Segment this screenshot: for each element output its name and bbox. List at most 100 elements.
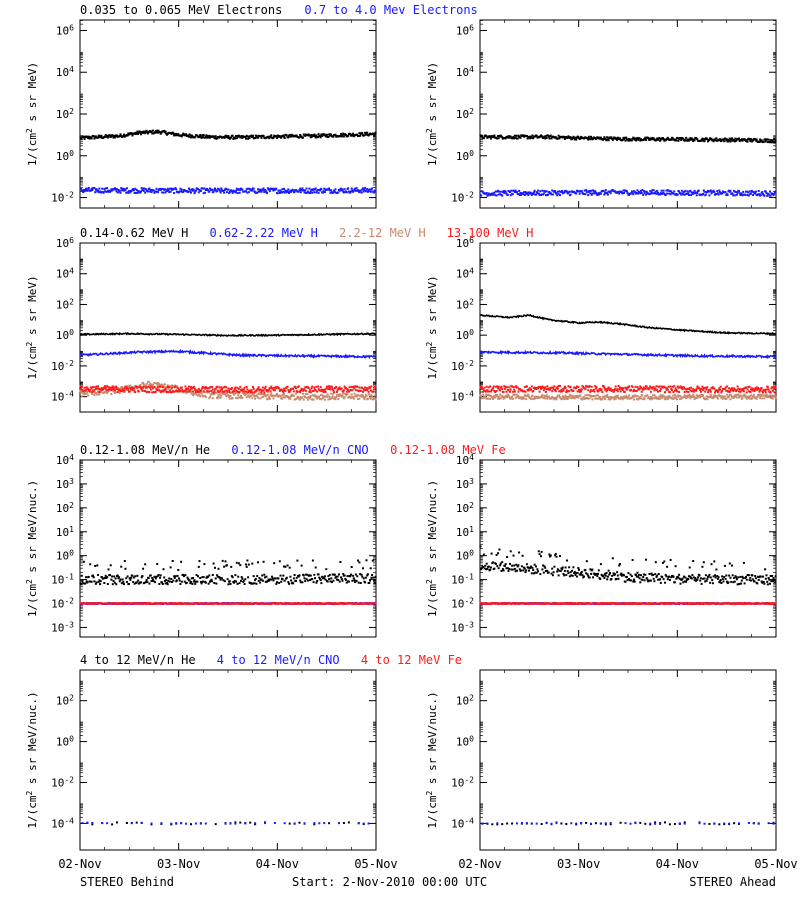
- data-point-behind-heavy-low-0: [356, 575, 358, 577]
- data-point-behind-protons-2: [87, 395, 89, 397]
- data-point-behind-protons-3: [168, 386, 170, 388]
- data-point-behind-electrons-1: [181, 189, 183, 191]
- data-point-behind-protons-2: [205, 396, 207, 398]
- data-point-behind-protons-2: [146, 383, 148, 385]
- data-point-behind-heavy-low-0: [129, 579, 131, 581]
- data-point-behind-protons-3: [316, 391, 318, 393]
- data-point-behind-heavy-low-0: [96, 581, 98, 583]
- data-point-behind-electrons-1: [156, 188, 158, 190]
- data-point-behind-heavy-low-0: [83, 561, 85, 563]
- data-point-behind-heavy-low-0: [289, 576, 291, 578]
- data-point-behind-heavy-low-0: [282, 575, 284, 577]
- data-point-behind-heavy-low-0: [367, 573, 369, 575]
- data-point-behind-protons-2: [335, 398, 337, 400]
- data-point-behind-heavy-low-0: [296, 560, 298, 562]
- data-point-ahead-electrons-1: [587, 194, 589, 196]
- data-point-behind-electrons-1: [253, 188, 255, 190]
- data-point-ahead-protons-3: [598, 390, 600, 392]
- data-point-behind-heavy-low-0: [186, 582, 188, 584]
- data-point-ahead-protons-2: [601, 398, 603, 400]
- data-point-ahead-protons-3: [717, 391, 719, 393]
- data-point-behind-protons-3: [188, 386, 190, 388]
- y-tick-label-ahead-electrons: 106: [456, 23, 474, 38]
- y-tick-label-ahead-electrons: 102: [456, 107, 474, 122]
- data-point-ahead-protons-3: [591, 386, 593, 388]
- data-point-behind-electrons-1: [364, 187, 366, 189]
- data-point-behind-heavy-low-0: [257, 561, 259, 563]
- legend-entry-protons-1: 0.62-2.22 MeV H: [210, 226, 318, 240]
- data-point-ahead-protons-2: [532, 395, 534, 397]
- data-point-behind-protons-2: [374, 395, 376, 397]
- data-point-behind-heavy-low-0: [241, 578, 243, 580]
- data-point-behind-protons-3: [274, 389, 276, 391]
- data-point-behind-heavy-low-0: [351, 566, 353, 568]
- data-point-behind-electrons-1: [311, 192, 313, 194]
- data-point-behind-heavy-low-0: [332, 580, 334, 582]
- data-point-behind-heavy-low-0: [355, 574, 357, 576]
- data-point-behind-heavy-low-0: [146, 581, 148, 583]
- data-point-ahead-electrons-1: [584, 193, 586, 195]
- data-point-ahead-protons-3: [568, 390, 570, 392]
- data-point-behind-heavy-low-0: [280, 581, 282, 583]
- legend-entry-electrons-0: 0.035 to 0.065 MeV Electrons: [80, 3, 282, 17]
- data-point-ahead-protons-3: [743, 390, 745, 392]
- data-point-behind-heavy-low-0: [288, 583, 290, 585]
- data-point-behind-heavy-low-0: [232, 576, 234, 578]
- data-point-behind-protons-2: [220, 395, 222, 397]
- data-point-behind-heavy-low-0: [251, 563, 253, 565]
- data-point-behind-protons-3: [123, 389, 125, 391]
- data-point-ahead-protons-3: [589, 385, 591, 387]
- data-point-behind-heavy-low-0: [253, 575, 255, 577]
- data-point-behind-electrons-0: [318, 133, 320, 135]
- data-point-ahead-protons-2: [597, 395, 599, 397]
- y-tick-label-behind-electrons: 100: [56, 148, 74, 163]
- data-point-ahead-electrons-1: [623, 192, 625, 194]
- data-point-behind-protons-3: [325, 388, 327, 390]
- data-point-behind-heavy-low-0: [348, 581, 350, 583]
- data-point-behind-heavy-low-0: [347, 575, 349, 577]
- data-point-ahead-protons-3: [719, 389, 721, 391]
- data-point-behind-protons-3: [153, 386, 155, 388]
- data-point-behind-protons-3: [171, 387, 173, 389]
- data-point-ahead-electrons-1: [688, 194, 690, 196]
- data-point-behind-protons-3: [117, 391, 119, 393]
- data-point-behind-heavy-low-0: [160, 574, 162, 576]
- data-point-ahead-protons-3: [517, 391, 519, 393]
- data-point-ahead-protons-2: [646, 394, 648, 396]
- data-point-ahead-protons-3: [773, 388, 775, 390]
- data-point-ahead-protons-3: [512, 391, 514, 393]
- data-point-behind-protons-2: [283, 393, 285, 395]
- data-point-behind-heavy-low-0: [99, 583, 101, 585]
- data-point-behind-protons-3: [305, 390, 307, 392]
- data-point-behind-protons-3: [293, 390, 295, 392]
- data-point-behind-heavy-low-0: [320, 582, 322, 584]
- data-point-behind-protons-2: [375, 398, 377, 400]
- data-point-behind-protons-3: [375, 385, 377, 387]
- data-point-behind-heavy-low-0: [93, 576, 95, 578]
- data-point-behind-protons-2: [220, 397, 222, 399]
- data-point-ahead-electrons-1: [677, 194, 679, 196]
- data-point-ahead-electrons-0: [765, 141, 767, 143]
- data-point-ahead-protons-2: [492, 398, 494, 400]
- data-point-behind-protons-3: [157, 386, 159, 388]
- data-point-ahead-electrons-1: [541, 190, 543, 192]
- data-point-ahead-electrons-0: [731, 137, 733, 139]
- data-point-ahead-protons-3: [539, 391, 541, 393]
- data-point-ahead-protons-3: [601, 391, 603, 393]
- data-point-behind-heavy-low-0: [178, 577, 180, 579]
- data-point-ahead-electrons-1: [678, 190, 680, 192]
- data-point-behind-heavy-low-0: [315, 567, 317, 569]
- data-point-behind-protons-3: [251, 389, 253, 391]
- y-tick-label-behind-heavy-low: 102: [56, 500, 74, 515]
- data-point-behind-heavy-low-0: [303, 575, 305, 577]
- data-point-behind-protons-3: [313, 387, 315, 389]
- data-point-ahead-protons-3: [545, 391, 547, 393]
- data-point-behind-electrons-1: [91, 189, 93, 191]
- data-point-ahead-electrons-1: [552, 194, 554, 196]
- data-point-behind-heavy-low-0: [342, 580, 344, 582]
- data-point-behind-protons-3: [233, 390, 235, 392]
- data-point-behind-electrons-1: [241, 188, 243, 190]
- data-point-ahead-protons-3: [667, 389, 669, 391]
- data-point-behind-heavy-low-0: [215, 583, 217, 585]
- data-point-ahead-protons-3: [669, 391, 671, 393]
